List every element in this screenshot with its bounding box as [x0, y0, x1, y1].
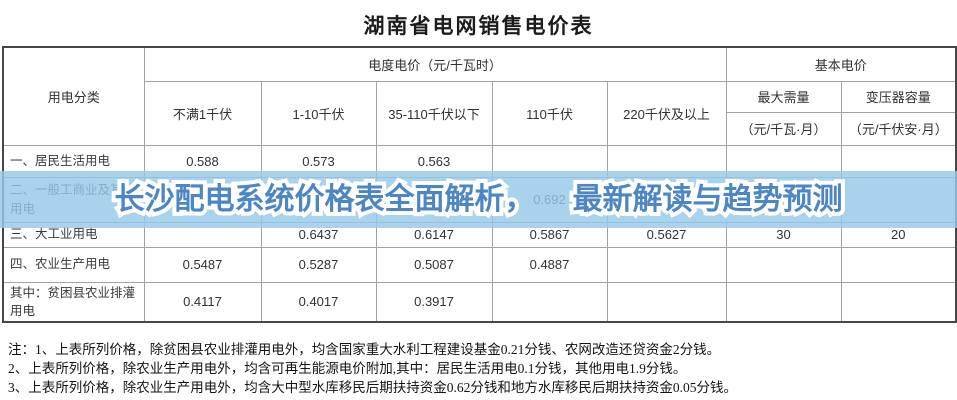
cell-value — [725, 281, 842, 323]
cell-value — [840, 281, 957, 323]
cell-value — [725, 246, 842, 283]
footnote-2: 2、上表所列价格，除农业生产用电外，均含可再生能源电价附加,其中：居民生活用电0… — [8, 360, 687, 376]
page-title: 湖南省电网销售电价表 — [363, 14, 594, 38]
cell-value — [840, 246, 957, 283]
header-voltage-1-10kv: 1-10千伏 — [260, 80, 377, 146]
header-transformer-capacity-unit: （元/千伏安·月） — [840, 111, 957, 146]
header-basic-price-group: 基本电价 — [725, 46, 957, 82]
cell-value: 0.4117 — [143, 281, 262, 323]
header-voltage-220kv-up: 220千伏及以上 — [606, 80, 727, 146]
header-voltage-35-110kv: 35-110千伏以下 — [375, 80, 493, 146]
cell-value: 0.3917 — [375, 281, 493, 323]
table-row: 其中：贫困县农业排灌用电 0.4117 0.4017 0.3917 — [2, 281, 957, 323]
table-row: 四、农业生产用电 0.5487 0.5287 0.5087 0.4887 — [2, 246, 957, 283]
footnotes: 注：1、上表所列价格，除贫困县农业排灌用电外，均含国家重大水利工程建设基金0.2… — [0, 340, 957, 397]
watermark-segment-2: 最新解读与趋势预测 最新解读与趋势预测 — [569, 180, 847, 218]
watermark-segment-1: 长沙配电系统价格表全面解析， 长沙配电系统价格表全面解析， — [111, 180, 539, 218]
row-label-agricultural: 四、农业生产用电 — [2, 246, 145, 283]
cell-value: 0.5287 — [260, 246, 377, 283]
header-energy-price-group: 电度电价（元/千瓦时） — [143, 46, 727, 82]
row-label-poor-county-irrigation: 其中：贫困县农业排灌用电 — [2, 281, 145, 323]
cell-value: 0.5487 — [143, 246, 262, 283]
header-category: 用电分类 — [2, 46, 145, 146]
cell-value: 0.4887 — [491, 246, 608, 283]
footnote-1: 注：1、上表所列价格，除贫困县农业排灌用电外，均含国家重大水利工程建设基金0.2… — [8, 341, 721, 357]
watermark-text: 长沙配电系统价格表全面解析， 长沙配电系统价格表全面解析， 最新解读与趋势预测 … — [111, 180, 847, 218]
header-max-demand-unit: （元/千瓦·月） — [725, 111, 842, 146]
cell-value — [606, 246, 727, 283]
watermark-band: 长沙配电系统价格表全面解析， 长沙配电系统价格表全面解析， 最新解读与趋势预测 … — [0, 171, 957, 228]
header-voltage-110kv: 110千伏 — [491, 80, 608, 146]
header-voltage-under-1kv: 不满1千伏 — [143, 80, 262, 146]
cell-value — [606, 281, 727, 323]
cell-value — [491, 281, 608, 323]
cell-value: 0.4017 — [260, 281, 377, 323]
cell-value: 0.5087 — [375, 246, 493, 283]
footnote-3: 3、上表所列价格，除农业生产用电外，均含大中型水库移民后期扶持资金0.62分钱和… — [8, 379, 737, 395]
header-max-demand: 最大需量 — [725, 80, 842, 113]
header-transformer-capacity: 变压器容量 — [840, 80, 957, 113]
